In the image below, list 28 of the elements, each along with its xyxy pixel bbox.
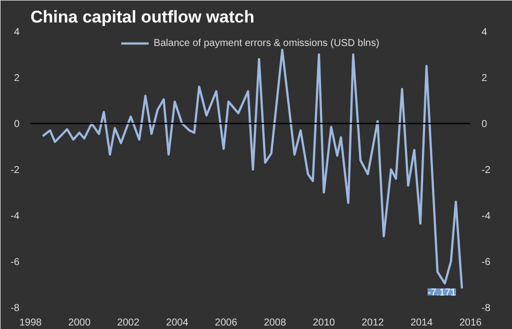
y-tick-label: 2 (14, 73, 20, 84)
legend-label: Balance of payment errors & omissions (USD blns) (154, 38, 380, 48)
y-tick-label: 0 (14, 119, 20, 130)
chart-title: China capital outflow watch (30, 8, 254, 26)
annotation: -7.171 (428, 287, 456, 298)
x-tick-label: 2012 (362, 318, 384, 328)
x-tick-label: 2000 (68, 318, 91, 328)
y2-tick-label: -4 (482, 211, 491, 222)
x-tick-label: 2010 (312, 318, 336, 328)
y-tick-label: -2 (10, 165, 20, 176)
x-tick-label: 2014 (410, 318, 434, 328)
line-series (42, 48, 464, 290)
y-tick-label: -8 (10, 303, 20, 314)
x-tick-label: 2004 (166, 318, 189, 328)
y2-tick-label: 0 (482, 119, 488, 130)
y-tick-label: -6 (10, 257, 20, 268)
y2-tick-label: -2 (482, 165, 491, 176)
y2-tick-label: 2 (482, 73, 488, 84)
y2-tick-label: 4 (482, 27, 488, 38)
y2-tick-label: -6 (482, 257, 491, 268)
x-tick-label: 2008 (264, 318, 287, 328)
y-tick-label: 4 (14, 27, 20, 38)
x-tick-label: 2002 (117, 318, 140, 328)
y-tick-label: -4 (10, 211, 20, 222)
y2-tick-label: -8 (482, 303, 491, 314)
x-tick-label: 2006 (214, 318, 238, 328)
x-tick-label: 1998 (19, 318, 42, 328)
x-tick-label: 2016 (459, 318, 482, 328)
